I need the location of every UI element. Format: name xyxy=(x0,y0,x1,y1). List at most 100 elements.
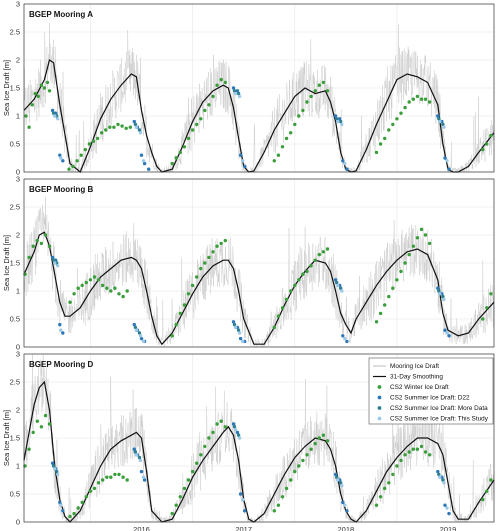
d22-point xyxy=(231,86,236,90)
legend-swatch-point xyxy=(377,395,382,400)
winter-point xyxy=(399,111,403,115)
winter-point xyxy=(313,441,317,446)
legend-entry: CS2 Summer Ice Draft: D22 xyxy=(390,395,470,402)
this-study-point xyxy=(340,289,344,293)
winter-point xyxy=(489,133,493,138)
panel-title: BGEP Mooring B xyxy=(29,185,94,194)
winter-point xyxy=(321,80,326,85)
winter-point xyxy=(301,108,305,113)
winter-point xyxy=(112,125,116,129)
d22-point xyxy=(436,114,440,118)
more-data-point xyxy=(437,289,441,293)
winter-point xyxy=(68,514,72,519)
more-data-point xyxy=(232,322,237,327)
winter-point xyxy=(297,464,301,468)
winter-point xyxy=(301,272,305,276)
d22-point xyxy=(333,278,338,282)
winter-point xyxy=(403,105,407,110)
winter-point xyxy=(305,453,309,457)
y-tick-label: 1 xyxy=(16,287,20,296)
legend-entry: CS2 Summer Ice Draft: More Data xyxy=(390,405,488,412)
winter-point xyxy=(36,94,40,99)
y-tick-label: 0.5 xyxy=(10,140,20,149)
winter-point xyxy=(387,128,391,132)
plot-frame xyxy=(23,353,495,523)
x-tick-label: 2016 xyxy=(133,525,150,531)
winter-point xyxy=(427,453,432,457)
winter-point xyxy=(383,303,387,307)
winter-point xyxy=(411,244,415,248)
plot-frame xyxy=(23,3,495,173)
winter-point xyxy=(195,461,199,465)
winter-point xyxy=(27,255,31,260)
winter-point xyxy=(309,94,313,99)
winter-point xyxy=(378,142,383,146)
chart-panel-2: 0 0.5 1 1.5 2 2.5 3 Sea Ice Draft [m] BGEP Moori… xyxy=(2,175,495,352)
d22-point xyxy=(139,336,144,341)
winter-point xyxy=(325,247,330,251)
winter-point xyxy=(391,472,395,477)
winter-point xyxy=(321,433,326,437)
more-data-point xyxy=(51,111,56,115)
winter-point xyxy=(182,486,187,491)
this-study-point xyxy=(59,156,63,160)
this-study-point xyxy=(134,125,139,129)
more-data-point xyxy=(335,117,339,121)
y-tick-label: 2.5 xyxy=(10,203,20,212)
winter-point xyxy=(31,244,35,248)
winter-point xyxy=(419,97,424,101)
winter-point xyxy=(186,292,191,296)
y-tick-label: 0.5 xyxy=(10,490,20,499)
winter-point xyxy=(391,286,395,290)
more-data-point xyxy=(51,464,56,468)
this-study-point xyxy=(56,117,60,121)
this-study-point xyxy=(237,94,242,99)
winter-point xyxy=(121,294,125,299)
winter-point xyxy=(170,334,174,338)
legend-entry: CS2 Winter Ice Draft xyxy=(390,384,449,391)
winter-point xyxy=(170,161,174,166)
winter-point xyxy=(399,269,403,274)
winter-point xyxy=(485,489,489,493)
more-data-point xyxy=(335,475,339,479)
winter-point xyxy=(284,297,289,302)
winter-point xyxy=(199,117,203,121)
d22-point xyxy=(443,503,447,507)
this-study-point xyxy=(233,91,238,96)
this-study-point xyxy=(340,483,344,488)
winter-point xyxy=(101,283,105,288)
more-data-point xyxy=(137,331,142,335)
legend-swatch-point xyxy=(377,385,382,389)
d22-point xyxy=(142,161,147,166)
d22-point xyxy=(341,500,345,505)
more-data-point xyxy=(137,128,142,132)
mooring-ice-draft-line xyxy=(23,197,495,348)
winter-point xyxy=(125,289,129,293)
more-data-point xyxy=(437,472,441,477)
winter-point xyxy=(211,250,215,254)
this-study-point xyxy=(237,436,242,440)
winter-point xyxy=(276,314,281,318)
this-study-point xyxy=(53,114,57,118)
winter-point xyxy=(317,252,321,257)
winter-point xyxy=(374,320,379,324)
winter-point xyxy=(120,124,124,128)
d22-point xyxy=(231,320,236,324)
winter-point xyxy=(101,478,105,482)
winter-point xyxy=(293,283,297,288)
winter-point xyxy=(215,244,219,248)
winter-point xyxy=(301,458,305,463)
more-data-point xyxy=(441,122,445,127)
winter-point xyxy=(96,481,101,485)
winter-point xyxy=(395,278,399,282)
panel-title: BGEP Mooring A xyxy=(29,10,93,19)
winter-point xyxy=(219,419,223,423)
winter-point xyxy=(378,311,383,316)
winter-point xyxy=(113,472,117,477)
winter-point xyxy=(39,83,44,87)
mooring-ice-draft-line xyxy=(23,22,495,173)
y-axis-label: Sea Ice Draft [m] xyxy=(2,60,11,116)
y-tick-label: 2 xyxy=(16,406,20,415)
winter-point xyxy=(223,238,227,243)
winter-point xyxy=(109,475,113,479)
